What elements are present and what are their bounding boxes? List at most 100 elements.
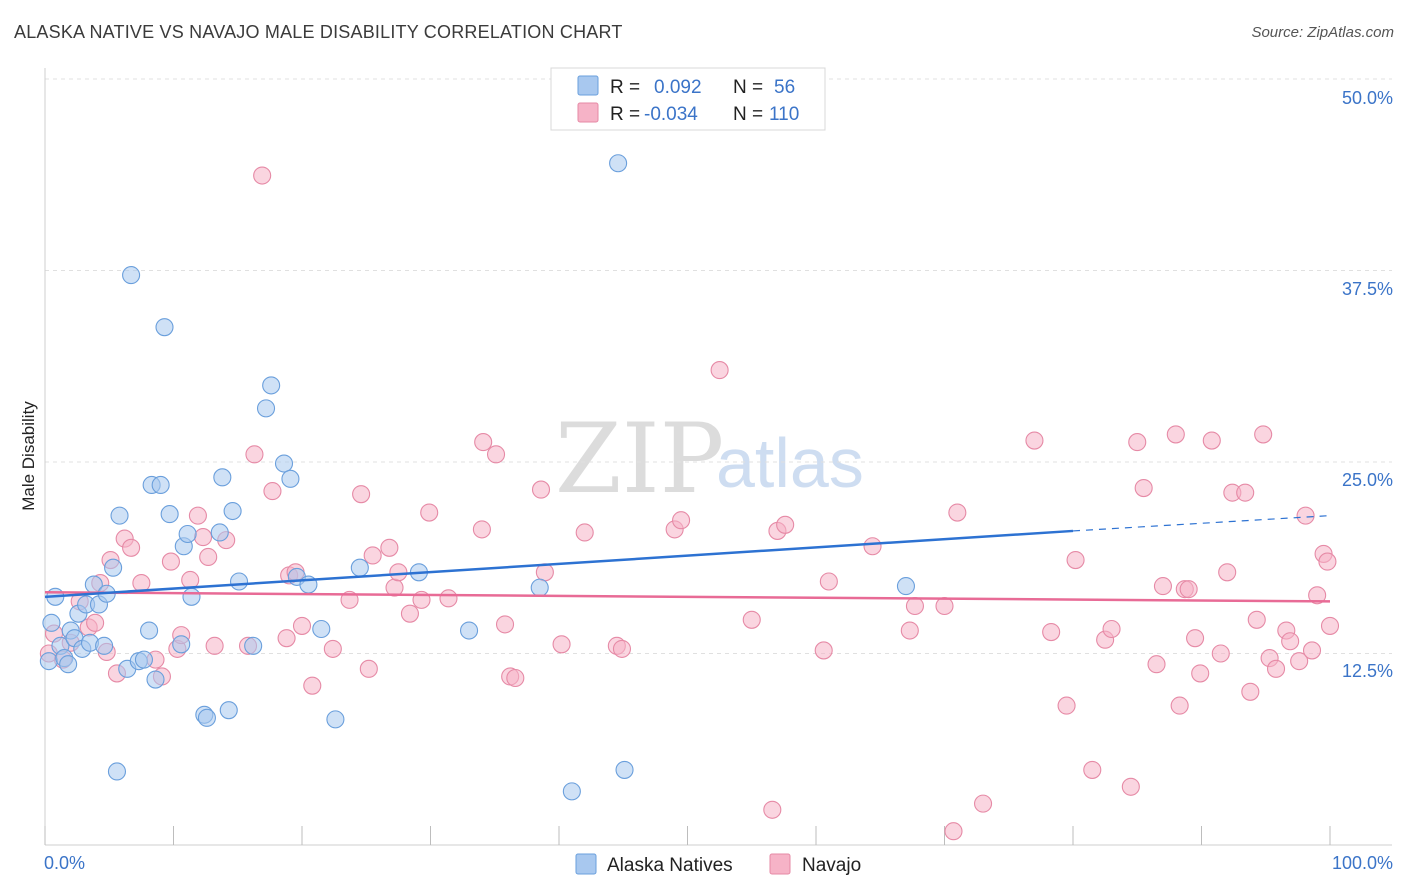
navajo-point-72	[948, 503, 967, 522]
series-alaska-natives-points	[39, 154, 916, 801]
navajo-point-98	[1247, 610, 1266, 629]
navajo-point-23	[205, 636, 224, 655]
alaska-natives-point-48	[326, 710, 345, 729]
navajo-point-107	[1308, 586, 1327, 605]
chart-title: ALASKA NATIVE VS NAVAJO MALE DISABILITY …	[14, 22, 623, 42]
navajo-point-81	[1121, 777, 1140, 796]
navajo-point-75	[1042, 623, 1061, 642]
navajo-point-48	[486, 445, 506, 464]
alaska-natives-trend-line	[44, 529, 1074, 599]
legend-label-alaska-natives: Alaska Natives	[607, 855, 733, 876]
x-tick-label-0: 0.0%	[44, 853, 85, 873]
navajo-point-28	[263, 482, 282, 501]
alaska-natives-point-39	[229, 572, 249, 591]
y-tick-labels: 50.0% 37.5% 25.0% 12.5%	[1342, 88, 1393, 681]
navajo-point-101	[1266, 659, 1286, 678]
alaska-natives-point-31	[178, 524, 197, 544]
alaska-natives-point-43	[274, 454, 294, 473]
stats-n-label-pink: N =	[733, 104, 763, 125]
navajo-point-89	[1179, 580, 1198, 599]
x-ticks	[44, 826, 1331, 845]
alaska-natives-point-16	[104, 558, 123, 577]
alaska-natives-point-0	[39, 652, 58, 671]
navajo-point-33	[303, 676, 322, 695]
navajo-point-22	[199, 547, 218, 567]
navajo-point-90	[1186, 629, 1205, 648]
navajo-point-96	[1236, 483, 1255, 502]
navajo-point-64	[776, 515, 795, 534]
alaska-natives-point-53	[562, 782, 581, 801]
stats-legend-swatch-blue	[577, 75, 599, 96]
navajo-point-104	[1290, 652, 1309, 671]
navajo-point-85	[1153, 577, 1172, 596]
y-tick-label-50: 50.0%	[1342, 88, 1393, 108]
navajo-point-38	[363, 546, 382, 565]
alaska-natives-point-32	[182, 587, 201, 606]
y-axis-label: Male Disability	[19, 401, 38, 511]
stats-r-value-blue: 0.092	[654, 77, 702, 98]
series-navajo-points	[39, 166, 1340, 841]
navajo-point-80	[1102, 619, 1121, 639]
axes	[44, 68, 1392, 846]
navajo-point-87	[1170, 696, 1189, 715]
y-tick-label-12-5: 12.5%	[1342, 661, 1393, 681]
alaska-natives-point-49	[350, 558, 369, 577]
navajo-point-39	[380, 538, 399, 557]
alaska-natives-point-35	[210, 523, 229, 542]
navajo-point-92	[1202, 431, 1221, 450]
alaska-natives-trend-extension	[1072, 515, 1331, 532]
stats-n-label-blue: N =	[733, 77, 763, 98]
navajo-point-91	[1191, 664, 1210, 683]
navajo-point-52	[531, 480, 551, 499]
alaska-natives-point-28	[160, 505, 179, 524]
navajo-point-65	[814, 641, 833, 660]
navajo-point-46	[472, 520, 491, 539]
alaska-natives-point-44	[281, 469, 300, 488]
legend-label-navajo: Navajo	[802, 855, 861, 876]
navajo-point-32	[292, 616, 312, 635]
alaska-natives-point-14	[95, 636, 114, 655]
navajo-point-55	[575, 523, 594, 542]
alaska-natives-point-18	[110, 506, 129, 525]
navajo-point-12	[122, 538, 141, 557]
navajo-point-82	[1128, 433, 1147, 452]
alaska-natives-point-41	[256, 399, 276, 418]
alaska-natives-point-26	[151, 475, 170, 495]
alaska-natives-point-29	[172, 635, 191, 654]
series-legend: Alaska Natives Navajo	[575, 853, 861, 876]
navajo-trend-line	[44, 590, 1331, 603]
navajo-point-44	[420, 503, 439, 522]
alaska-natives-point-36	[213, 468, 232, 487]
stats-n-value-pink: 110	[769, 104, 799, 125]
navajo-point-13	[132, 573, 151, 593]
alaska-natives-point-42	[262, 376, 281, 395]
alaska-natives-point-5	[59, 655, 78, 674]
alaska-natives-point-51	[459, 621, 479, 640]
alaska-natives-point-54	[609, 154, 628, 173]
navajo-point-73	[973, 794, 993, 813]
y-tick-label-25: 25.0%	[1342, 470, 1393, 490]
alaska-natives-point-27	[155, 318, 174, 337]
grid	[45, 78, 1392, 654]
watermark-atlas: atlas	[716, 424, 864, 502]
navajo-point-97	[1241, 682, 1260, 701]
navajo-point-76	[1057, 696, 1076, 715]
navajo-point-77	[1066, 550, 1085, 570]
navajo-point-66	[819, 572, 838, 591]
navajo-point-93	[1211, 644, 1230, 663]
watermark: ZIP atlas	[555, 403, 864, 515]
navajo-point-71	[944, 822, 963, 841]
navajo-point-69	[905, 596, 924, 616]
navajo-point-20	[188, 506, 207, 525]
trend-lines	[44, 515, 1331, 603]
legend-swatch-navajo	[769, 853, 791, 875]
navajo-point-29	[277, 629, 296, 648]
navajo-point-105	[1296, 506, 1315, 525]
navajo-point-78	[1083, 760, 1102, 779]
navajo-point-42	[400, 604, 419, 623]
navajo-point-49	[495, 615, 515, 634]
navajo-point-67	[863, 537, 882, 556]
stats-r-label-blue: R =	[610, 77, 640, 98]
navajo-point-45	[439, 589, 458, 608]
